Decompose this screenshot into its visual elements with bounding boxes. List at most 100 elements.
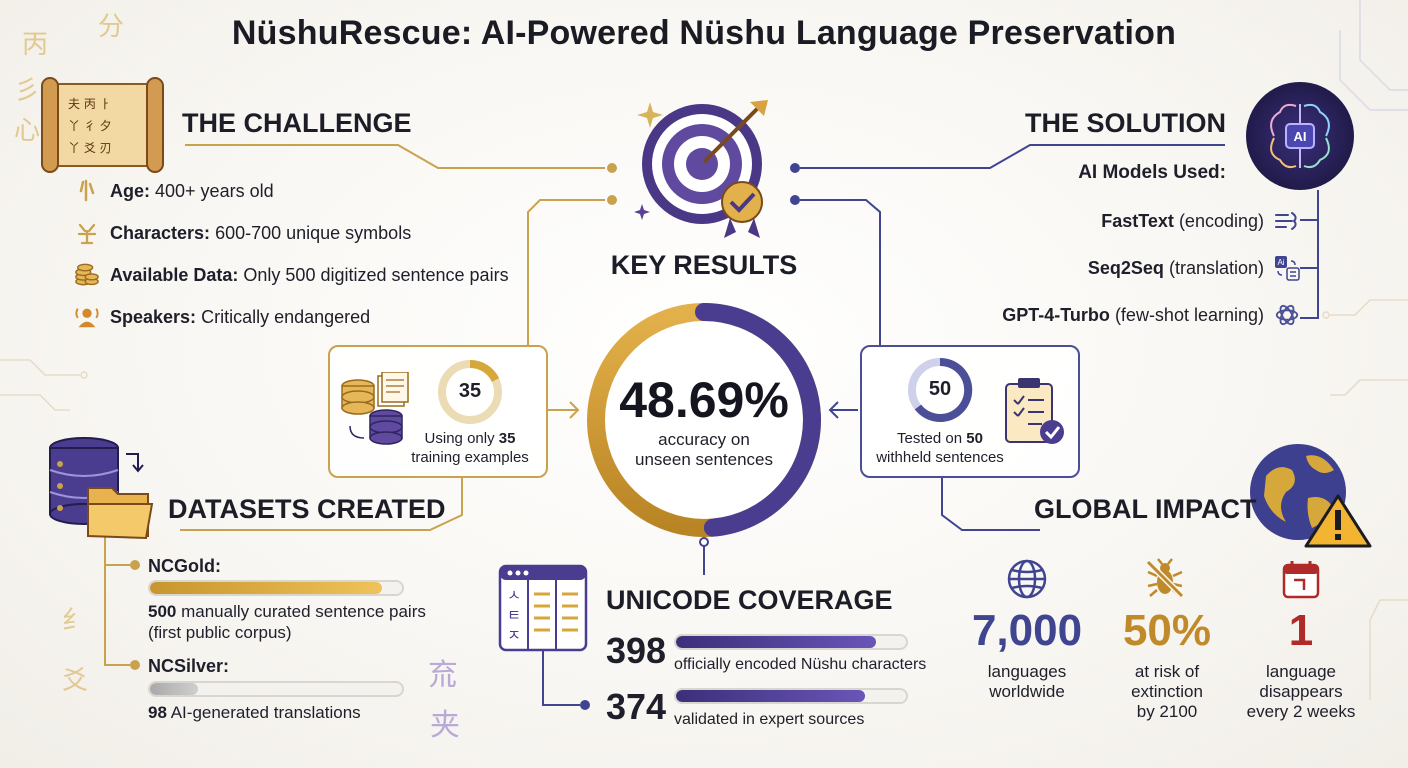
dataset-bar-fill (150, 582, 382, 594)
training-text: Using only 35 training examples (400, 429, 540, 467)
challenge-item-label: Characters: (110, 222, 211, 243)
dataset-name: NCSilver: (148, 656, 230, 676)
speaker-person-icon (74, 304, 100, 330)
solution-heading: THE SOLUTION (1025, 108, 1226, 138)
impact-stat-line: at risk of (1134, 662, 1200, 681)
dataset-bar (148, 580, 404, 596)
model-desc: (few-shot learning) (1114, 304, 1264, 325)
openai-knot-icon (1274, 302, 1300, 328)
dataset-desc-line: (first public corpus) (148, 623, 292, 642)
impact-stat-line: language (1266, 662, 1336, 681)
decor-glyph: 彡 (14, 76, 41, 106)
decor-glyph: 爻 (62, 666, 89, 696)
model-name: GPT-4-Turbo (1002, 304, 1110, 325)
unicode-table-icon: ㅅ ㅌ ㅈ (498, 564, 588, 652)
accuracy-value: 48.69% (619, 372, 789, 428)
datasets-heading: DATASETS CREATED (168, 494, 446, 524)
impact-stat-line: every 2 weeks (1246, 702, 1356, 721)
testing-text-bold: 50 (966, 430, 983, 447)
model-name: Seq2Seq (1087, 257, 1164, 278)
dataset-bar (148, 681, 404, 697)
challenge-item-value: 400+ years old (155, 180, 274, 201)
model-item: Seq2Seq (translation) Ai (950, 253, 1300, 283)
decor-glyph: 心 (14, 116, 41, 146)
testing-text-suffix: withheld sentences (876, 449, 1004, 466)
page-title: NüshuRescue: AI-Powered Nüshu Language P… (231, 14, 1177, 52)
unicode-bar (674, 688, 908, 704)
dataset-desc-line: manually curated sentence pairs (181, 602, 426, 621)
challenge-item-value: Only 500 digitized sentence pairs (243, 264, 509, 285)
challenge-item: Available Data: Only 500 digitized sente… (74, 260, 509, 290)
impact-stat-line: worldwide (989, 682, 1065, 701)
database-folder-icon (49, 437, 154, 540)
dataset-count: 500 (148, 602, 177, 621)
accuracy-ring (587, 303, 821, 537)
dataset-desc: 500 manually curated sentence pairs (fir… (148, 601, 426, 643)
challenge-item: Characters: 600-700 unique symbols (74, 218, 509, 248)
database-docs-icon (341, 372, 409, 445)
ai-brain-icon: AI (1246, 82, 1354, 190)
impact-stat-value: 1 (1288, 606, 1314, 655)
dataset-count: 98 (148, 703, 167, 722)
unicode-count: 398 (606, 630, 667, 671)
accuracy-block: 48.69% accuracy on unseen sentences (586, 372, 822, 470)
model-list: FastText (encoding) Seq2Seq (translation… (950, 206, 1300, 330)
training-donut (438, 359, 502, 424)
svg-text:Ai: Ai (1277, 258, 1284, 267)
training-text-bold: 35 (498, 430, 516, 447)
translate-icon: Ai (1274, 255, 1300, 281)
clipboard-check-icon (1005, 378, 1064, 444)
impact-stat-label: language disappears every 2 weeks (1234, 662, 1368, 722)
model-name: FastText (1101, 210, 1174, 231)
unicode-bar-fill (676, 636, 877, 648)
model-item: GPT-4-Turbo (few-shot learning) (950, 300, 1300, 330)
challenge-heading: THE CHALLENGE (182, 108, 412, 138)
training-text-prefix: Using only (424, 430, 495, 447)
ai-badge-text: AI (1294, 129, 1307, 144)
challenge-item-label: Speakers: (110, 306, 197, 327)
unicode-desc: officially encoded Nüshu characters (674, 656, 927, 673)
testing-text: Tested on 50 withheld sentences (866, 429, 1014, 467)
encoding-icon (1274, 208, 1300, 234)
challenge-item-value: Critically endangered (201, 306, 371, 327)
table-glyph: ㅅ (507, 586, 521, 604)
model-desc: (translation) (1168, 257, 1264, 278)
dataset-desc: 98 AI-generated translations (148, 703, 361, 723)
unicode-desc: validated in expert sources (674, 711, 865, 728)
impact-stat-label: at risk of extinction by 2100 (1100, 662, 1234, 722)
unicode-count: 374 (606, 686, 667, 727)
table-glyph: ㅌ (507, 606, 521, 624)
ai-models-subheading: AI Models Used: (1078, 162, 1226, 183)
testing-count: 50 (928, 378, 952, 400)
svg-text:丫 彳 夕: 丫 彳 夕 (68, 119, 112, 133)
decor-glyph: 分 (98, 12, 125, 42)
nushu-character-icon (74, 220, 100, 246)
nushu-glyph-icon (74, 178, 100, 204)
testing-text-prefix: Tested on (897, 430, 963, 447)
key-results-heading: KEY RESULTS (610, 250, 798, 280)
scroll-icon: 夫 丙 ㅏ 丫 彳 夕 丫 爻 刃 (41, 77, 164, 173)
accuracy-arc (695, 303, 821, 537)
training-count: 35 (458, 380, 482, 402)
globe-grid-icon (1007, 559, 1047, 599)
decor-glyph: 夹 (430, 708, 460, 743)
impact-stat-line: by 2100 (1136, 702, 1198, 721)
table-glyph: ㅈ (507, 626, 521, 644)
globe-warning-icon (1250, 444, 1372, 548)
impact-stat-line: languages (987, 662, 1067, 681)
unicode-heading: UNICODE COVERAGE (606, 585, 893, 615)
challenge-item-value: 600-700 unique symbols (215, 222, 412, 243)
accuracy-label: unseen sentences (635, 450, 773, 469)
decor-glyph: 丙 (22, 30, 49, 60)
training-text-suffix: training examples (411, 449, 529, 466)
impact-stat-line: disappears (1259, 682, 1343, 701)
impact-stat-line: extinction (1131, 682, 1203, 701)
dataset-name: NCGold: (148, 556, 221, 576)
decor-glyph: 㐬 (428, 658, 458, 693)
challenge-item: Speakers: Critically endangered (74, 302, 509, 332)
model-desc: (encoding) (1178, 210, 1264, 231)
model-item: FastText (encoding) (950, 206, 1300, 236)
impact-stat-value: 50% (1122, 606, 1212, 655)
challenge-list: Age: 400+ years old Characters: 600-700 … (74, 176, 509, 332)
